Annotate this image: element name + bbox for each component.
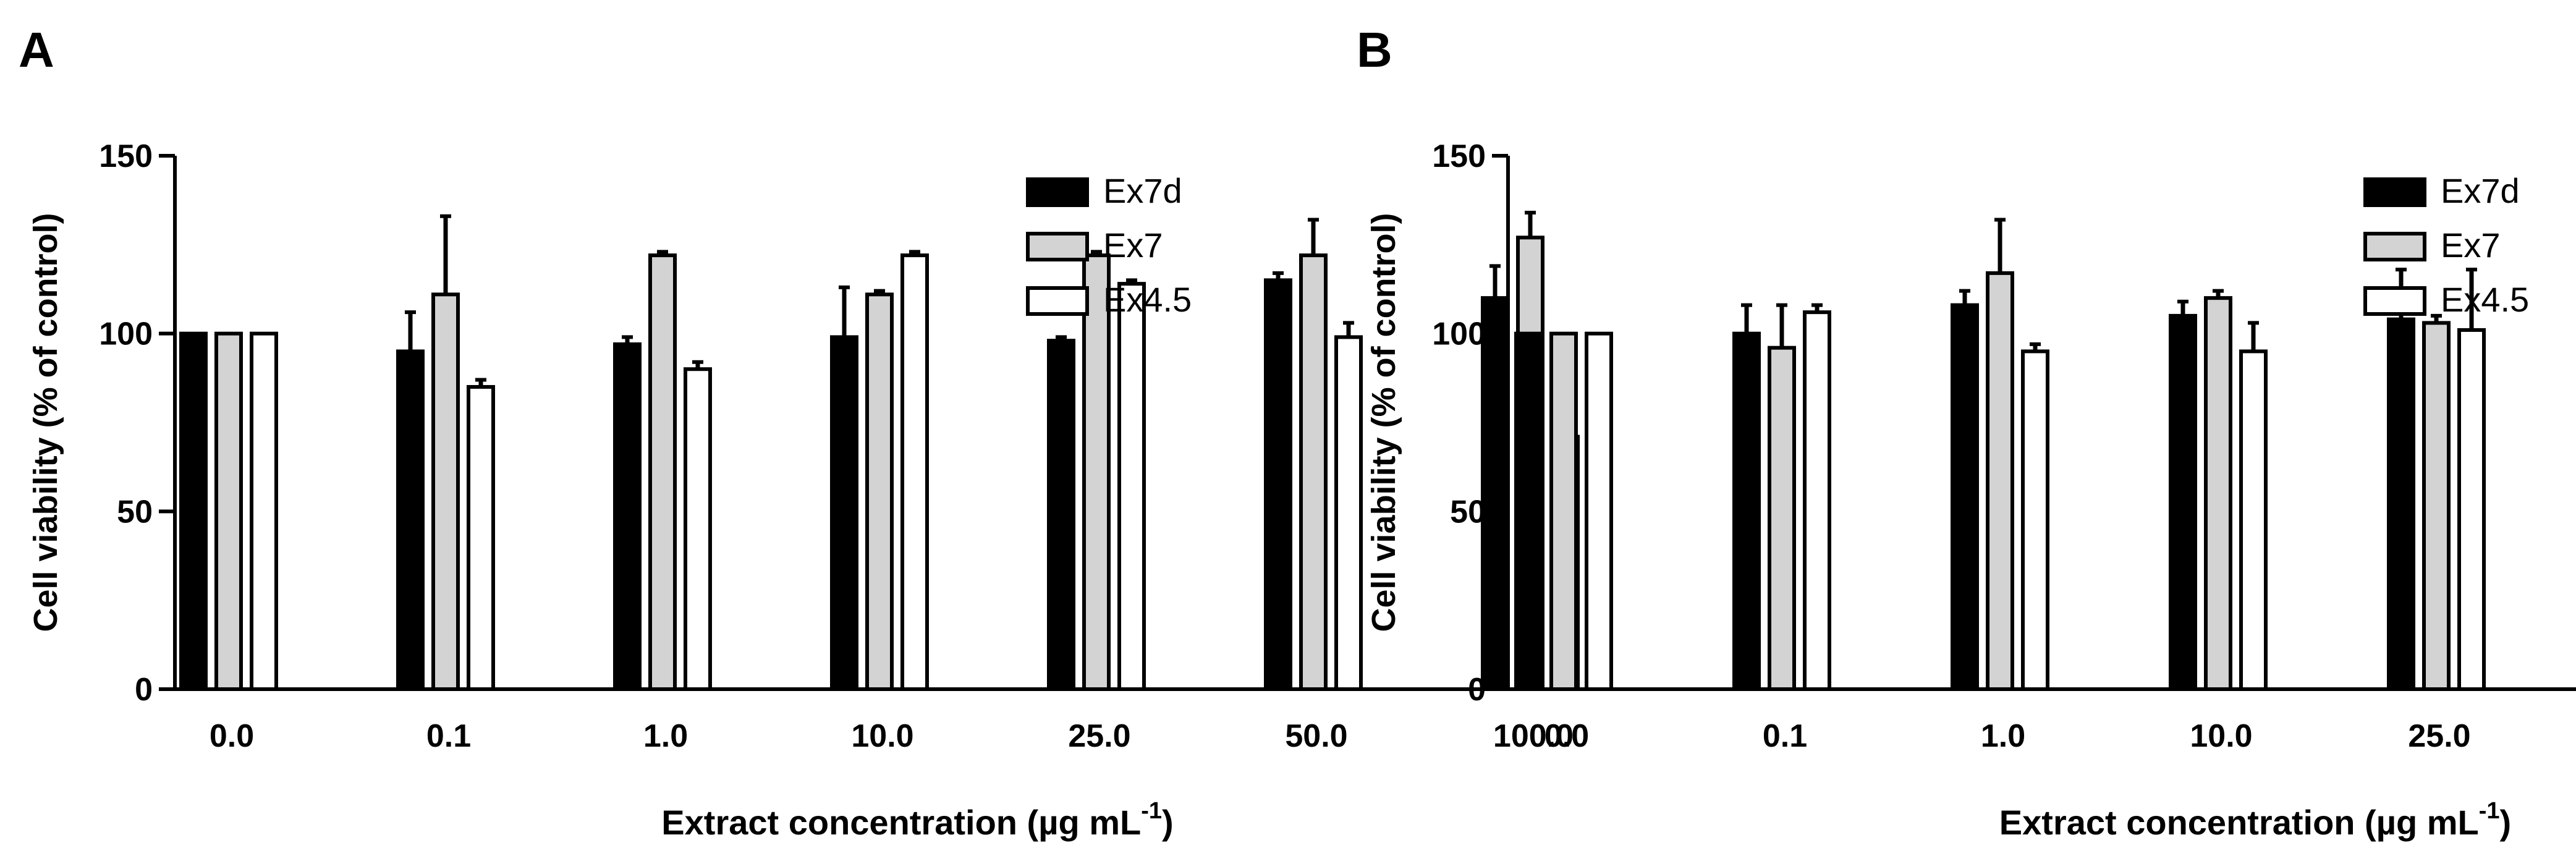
legend-label: Ex4.5 <box>2441 280 2529 319</box>
legend-swatch <box>1026 177 1089 207</box>
x-tick-label: 100.0 <box>1493 718 1574 754</box>
legend-label: Ex7d <box>1103 171 1182 210</box>
bar-ex7 <box>1549 331 1578 691</box>
x-axis-title-superscript: -1 <box>1141 798 1162 824</box>
bar-ex7 <box>648 253 677 691</box>
x-tick-label: 25.0 <box>1068 718 1130 754</box>
bar-ex7d <box>1481 296 1509 691</box>
bar-ex4-5 <box>1117 282 1146 691</box>
x-tick-label: 10.0 <box>851 718 913 754</box>
y-tick-label: 100 <box>1432 316 1486 352</box>
bar-ex7 <box>1986 271 2014 691</box>
y-tick-label: 50 <box>1450 494 1486 530</box>
bar-ex7d <box>1514 331 1543 691</box>
y-tick-label: 0 <box>1468 672 1486 708</box>
legend-label: Ex7 <box>1103 226 1163 265</box>
x-tick-label: 25.0 <box>2408 718 2470 754</box>
bar-ex4-5 <box>684 367 712 691</box>
bar-ex7d <box>179 331 208 691</box>
y-tick-label: 150 <box>1432 138 1486 174</box>
bar-ex7 <box>214 331 243 691</box>
legend-swatch <box>1026 232 1089 261</box>
panel-label: B <box>1357 22 1392 77</box>
legend-swatch <box>2363 177 2426 207</box>
bar-ex7d <box>2169 313 2197 691</box>
bar-ex7d <box>613 342 642 691</box>
bar-ex4-5 <box>1334 335 1363 691</box>
y-tick-label: 150 <box>99 138 153 174</box>
y-axis-title: Cell viability (% of control) <box>1365 213 1402 632</box>
bar-ex7 <box>1082 253 1111 691</box>
x-axis-title-end: ) <box>1162 803 1174 842</box>
x-axis-title-text: Extract concentration (µg mL <box>1999 803 2479 842</box>
bar-ex7d <box>2387 317 2415 691</box>
legend-label: Ex7 <box>2441 226 2501 265</box>
bar-ex4-5 <box>250 331 278 691</box>
bar-ex4-5 <box>467 384 495 691</box>
legend-swatch <box>1026 286 1089 316</box>
bar-ex7 <box>1299 253 1328 691</box>
bar-ex7d <box>396 349 425 691</box>
bar-ex4-5 <box>900 253 929 691</box>
bar-ex7 <box>1768 346 1796 691</box>
x-tick-label: 50.0 <box>1285 718 1347 754</box>
legend-swatch <box>2363 232 2426 261</box>
bar-ex7 <box>431 292 460 691</box>
x-axis-title: Extract concentration (µg mL-1) <box>661 798 1173 842</box>
bar-ex7 <box>2204 296 2232 691</box>
y-tick-label: 50 <box>117 494 153 530</box>
bar-ex4-5 <box>2239 349 2268 691</box>
panel-label: A <box>19 22 54 77</box>
panel-a: A 0 50 100 150 Cell viability (% of control) 0… <box>19 22 1623 842</box>
x-tick-label: 0.0 <box>1544 718 1589 754</box>
legend-swatch <box>2363 286 2426 316</box>
bar-ex7 <box>2422 321 2451 691</box>
bar-ex7d <box>830 335 858 691</box>
y-tick-label: 0 <box>135 672 153 708</box>
x-tick-label: 0.0 <box>210 718 254 754</box>
legend-label: Ex4.5 <box>1103 280 1192 319</box>
bar-ex7d <box>1047 339 1075 691</box>
bar-ex7d <box>1951 303 1979 691</box>
x-axis-title-superscript: -1 <box>2479 798 2500 824</box>
bar-ex4-5 <box>2021 349 2049 691</box>
x-tick-label: 1.0 <box>1981 718 2025 754</box>
x-tick-label: 0.1 <box>1763 718 1807 754</box>
x-axis-title-text: Extract concentration (µg mL <box>661 803 1141 842</box>
bar-ex7d <box>1732 331 1761 691</box>
bar-ex4-5 <box>2457 328 2486 691</box>
x-tick-label: 0.1 <box>426 718 471 754</box>
bar-ex4-5 <box>1803 310 1831 691</box>
bar-ex7d <box>1264 278 1292 692</box>
x-axis-title-end: ) <box>2500 803 2512 842</box>
bar-ex7 <box>865 292 894 691</box>
y-axis-title: Cell viability (% of control) <box>27 213 64 632</box>
x-tick-label: 10.0 <box>2190 718 2252 754</box>
y-tick-label: 100 <box>99 316 153 352</box>
panel-b: B 0 50 100 150 Cell viability (% of control) 0… <box>1357 22 2576 842</box>
x-tick-label: 1.0 <box>643 718 688 754</box>
bar-ex4-5 <box>1585 331 1613 691</box>
legend-label: Ex7d <box>2441 171 2520 210</box>
x-axis-title: Extract concentration (µg mL-1) <box>1999 798 2511 842</box>
